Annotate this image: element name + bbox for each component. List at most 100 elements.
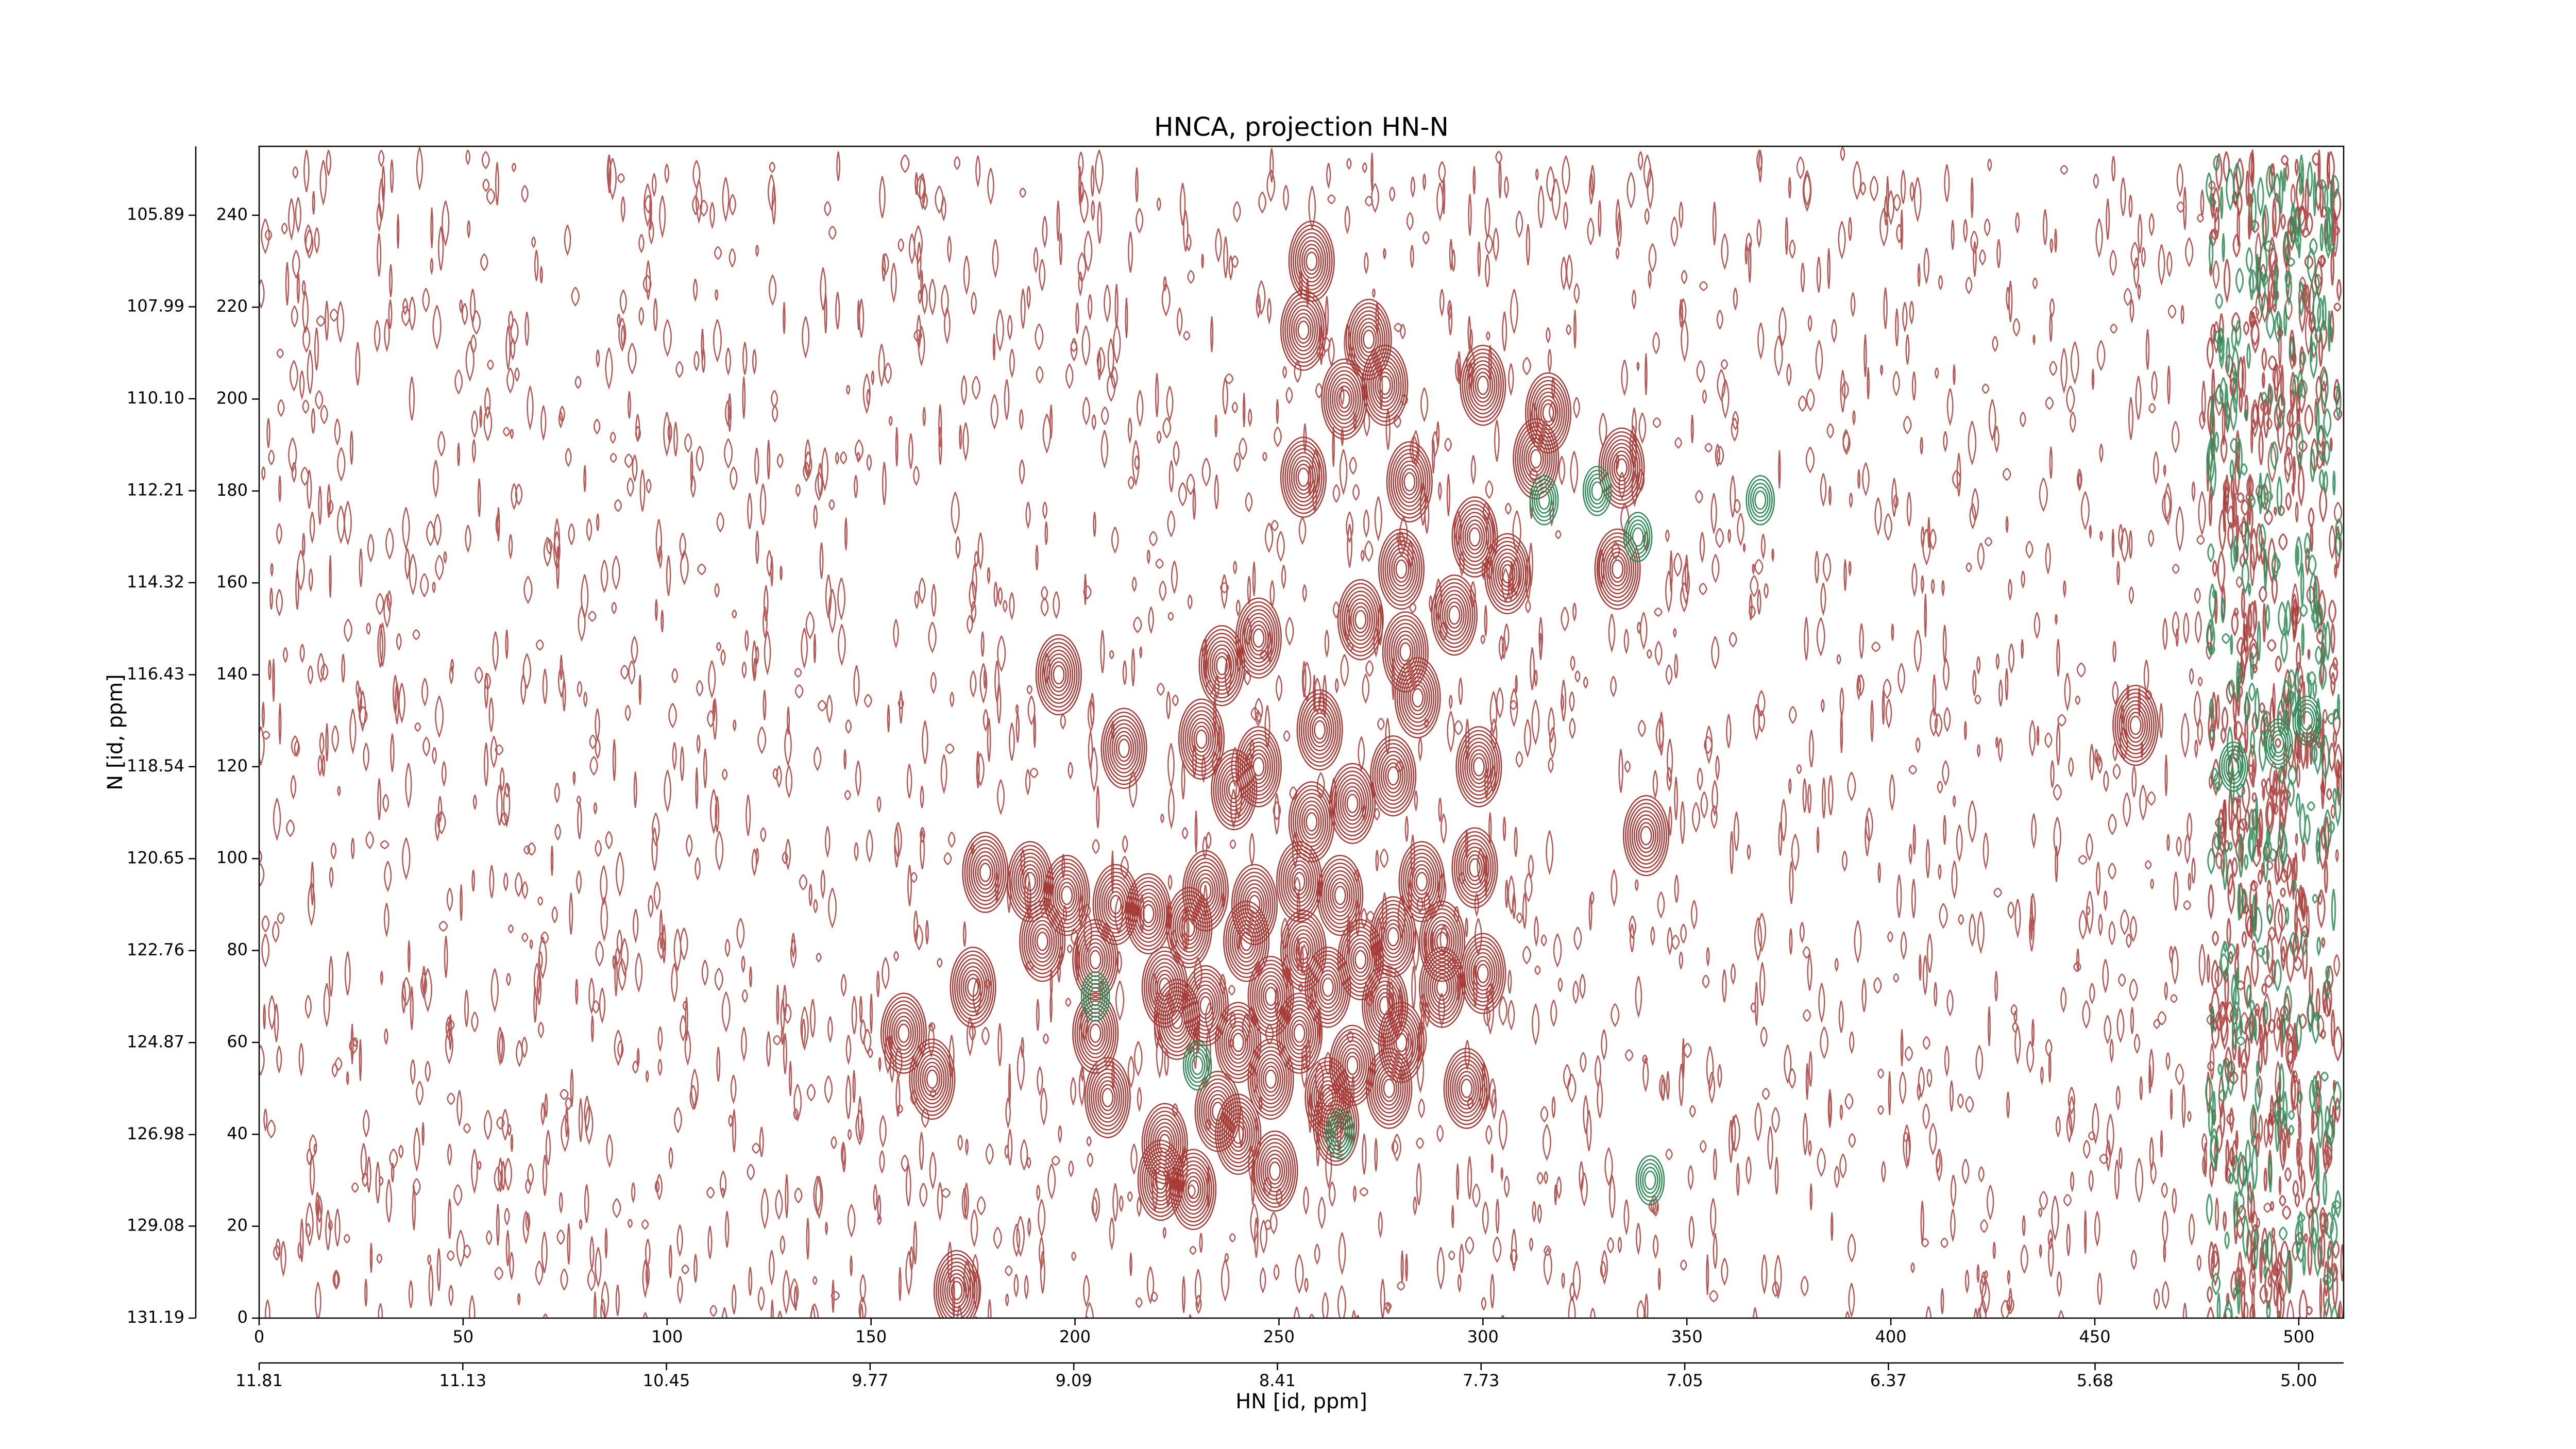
contour-ring [967, 978, 979, 997]
contour-ring [1238, 928, 1255, 955]
contour-ring [1209, 644, 1234, 687]
contour-ring [1468, 360, 1498, 411]
contour-ring [1046, 653, 1071, 696]
contour-ring [1532, 479, 1557, 521]
peak [1460, 344, 1506, 426]
contour-ring [1050, 661, 1067, 688]
contour-ring [1399, 665, 1437, 731]
contour-ring [1397, 460, 1422, 503]
contour-ring [1289, 925, 1318, 976]
contour-ring [1596, 532, 1639, 606]
contour-ring [1240, 932, 1252, 951]
contour-ring [1254, 1050, 1288, 1108]
contour-ring [1202, 632, 1241, 699]
contour-ring [2296, 703, 2317, 738]
contour-ring [1376, 747, 1410, 805]
contour-ring [1319, 858, 1362, 932]
contour-ring [1425, 958, 1459, 1017]
contour-ring [1187, 1180, 1199, 1200]
peak [950, 947, 996, 1028]
peak [1276, 992, 1323, 1074]
contour-ring [1258, 1058, 1283, 1101]
contour-ring [1314, 720, 1326, 740]
contour-ring [1242, 883, 1267, 926]
contour-ring [1228, 1117, 1249, 1152]
contour-ring [1226, 1113, 1251, 1156]
contour-ring [1150, 1162, 1171, 1198]
contour-ring [1171, 1009, 1183, 1030]
contour-ring [1076, 926, 1114, 993]
contour-ring [1115, 734, 1132, 762]
contour-ring [1293, 872, 1306, 891]
contour-ring [1632, 527, 1644, 547]
contour-ring [1332, 882, 1348, 909]
contour-ring [1148, 1114, 1182, 1173]
contour-ring [1459, 1074, 1475, 1102]
contour-ring [1101, 879, 1130, 930]
contour-ring [1613, 454, 1630, 482]
x-tick-label: 150 [855, 1327, 887, 1346]
peak [962, 832, 1009, 913]
contour-ring [2129, 715, 2142, 735]
contour-ring [1388, 445, 1431, 519]
y-tick-label: 100 [216, 848, 248, 867]
contour-ring [1256, 1054, 1285, 1105]
contour-ring [1295, 463, 1312, 491]
contour-ring [1176, 1160, 1210, 1219]
peak [2292, 695, 2321, 746]
contour-ring [1276, 841, 1323, 922]
contour-ring [1455, 835, 1494, 901]
contour-ring [2127, 712, 2144, 739]
contour-ring [1110, 895, 1122, 915]
contour-ring [1211, 749, 1258, 831]
contour-ring [1368, 356, 1402, 414]
contour-ring [1222, 768, 1247, 811]
contour-ring [1231, 916, 1261, 967]
contour-ring [1416, 872, 1428, 891]
contour-ring [1103, 883, 1128, 926]
contour-ring [1342, 786, 1363, 821]
contour-ring [1419, 901, 1466, 982]
peak [1247, 956, 1294, 1037]
contour-ring [1382, 1009, 1420, 1075]
contour-ring [1195, 729, 1208, 749]
contour-ring [1330, 878, 1351, 913]
contour-ring [1131, 884, 1165, 943]
contour-ring [1181, 1168, 1206, 1211]
peak [1451, 496, 1498, 578]
contour-ring [1183, 918, 1195, 937]
contour-ring [1020, 864, 1041, 899]
contour-ring [1337, 1040, 1367, 1091]
contour-ring [1200, 629, 1243, 702]
peak [1529, 475, 1559, 526]
contour-ring [1427, 916, 1457, 967]
contour-ring [885, 1000, 923, 1066]
contour-ring [1235, 871, 1274, 938]
peak [1623, 512, 1653, 562]
contour-ring [920, 1058, 945, 1101]
peak [1178, 698, 1225, 780]
contour-ring [1616, 458, 1628, 478]
peak [1451, 827, 1498, 908]
contour-ring [1490, 545, 1524, 603]
contour-ring [1388, 1021, 1414, 1064]
contour-ring [1144, 1151, 1178, 1209]
contour-ring [1100, 707, 1147, 789]
contour-ring [1185, 1044, 1210, 1087]
contour-ring [1381, 754, 1406, 797]
contour-ring [1391, 551, 1412, 587]
x-tick-label: 450 [2079, 1327, 2110, 1346]
contour-ring [1394, 657, 1441, 738]
contour-ring [1235, 726, 1282, 807]
contour-ring [1023, 908, 1061, 974]
contour-ring [1407, 856, 1436, 907]
contour-ring [1291, 929, 1316, 972]
peak [1170, 1149, 1217, 1231]
contour-ring [1472, 757, 1485, 777]
contour-ring [1236, 924, 1257, 959]
contour-ring [1136, 892, 1161, 935]
contour-ring [1045, 858, 1088, 932]
peak [1125, 873, 1172, 954]
contour-ring [1189, 862, 1223, 920]
contour-ring [1164, 998, 1190, 1041]
